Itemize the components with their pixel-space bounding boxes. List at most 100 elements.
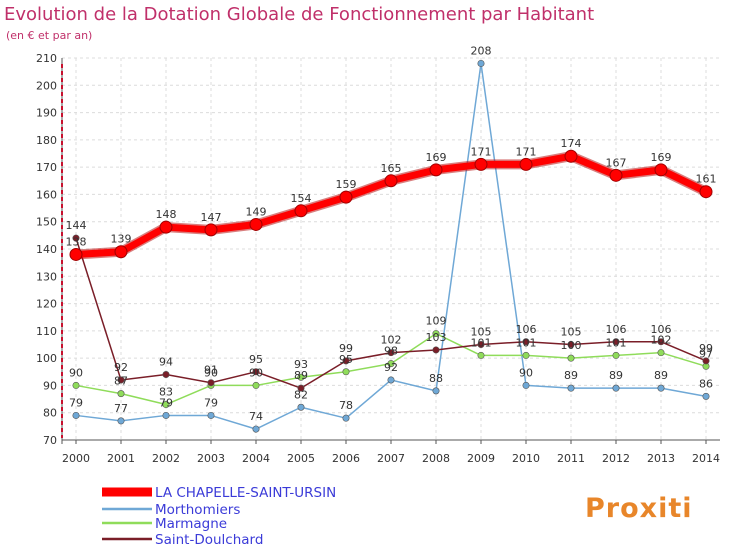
x-tick-label: 2012 <box>602 452 630 465</box>
data-label: 90 <box>204 366 218 379</box>
x-tick-label: 2007 <box>377 452 405 465</box>
data-point <box>612 384 620 392</box>
x-tick-label: 2004 <box>242 452 270 465</box>
data-label: 139 <box>111 233 132 246</box>
y-tick-label: 80 <box>43 407 57 420</box>
data-label: 105 <box>471 326 492 339</box>
data-label: 87 <box>114 375 128 388</box>
y-tick-label: 180 <box>36 134 57 147</box>
legend-label: Saint-Doulchard <box>155 532 263 548</box>
data-point <box>477 59 485 67</box>
data-label: 97 <box>699 347 713 360</box>
data-label: 208 <box>471 44 492 57</box>
data-label: 106 <box>516 323 537 336</box>
data-point <box>162 371 170 379</box>
data-point <box>114 245 128 259</box>
data-label: 86 <box>699 377 713 390</box>
data-label: 101 <box>606 336 627 349</box>
data-label: 154 <box>291 192 312 205</box>
data-label: 95 <box>249 353 263 366</box>
data-point <box>207 379 215 387</box>
data-point <box>612 351 620 359</box>
data-point <box>702 357 710 365</box>
data-label: 89 <box>654 369 668 382</box>
chart-title: Evolution de la Dotation Globale de Fonc… <box>4 4 594 25</box>
data-label: 79 <box>204 396 218 409</box>
data-point <box>657 384 665 392</box>
legend-label: Marmagne <box>155 516 227 532</box>
x-tick-label: 2013 <box>647 452 675 465</box>
data-label: 93 <box>294 358 308 371</box>
data-point <box>342 368 350 376</box>
proxiti-logo: Proxiti <box>585 493 693 524</box>
data-point <box>657 349 665 357</box>
data-label: 102 <box>381 334 402 347</box>
data-label: 109 <box>426 315 447 328</box>
data-point <box>567 354 575 362</box>
data-label: 78 <box>339 399 353 412</box>
data-point <box>477 351 485 359</box>
data-label: 90 <box>69 366 83 379</box>
x-tick-label: 2001 <box>107 452 135 465</box>
data-point <box>72 381 80 389</box>
y-tick-label: 170 <box>36 161 57 174</box>
data-label: 101 <box>516 336 537 349</box>
data-label: 95 <box>339 353 353 366</box>
legend: LA CHAPELLE-SAINT-URSINMorthomiersMarmag… <box>102 485 336 548</box>
data-label: 106 <box>606 323 627 336</box>
data-point <box>432 387 440 395</box>
data-point <box>522 338 530 346</box>
data-point <box>297 384 305 392</box>
data-point <box>522 351 530 359</box>
data-label: 171 <box>516 145 537 158</box>
data-label: 101 <box>471 336 492 349</box>
data-point <box>342 357 350 365</box>
data-label: 174 <box>561 137 582 150</box>
data-label: 91 <box>204 364 218 377</box>
data-label: 147 <box>201 211 222 224</box>
data-label: 98 <box>384 345 398 358</box>
x-tick-label: 2005 <box>287 452 315 465</box>
data-point <box>252 425 260 433</box>
data-label: 92 <box>384 361 398 374</box>
data-point <box>522 381 530 389</box>
data-point <box>567 340 575 348</box>
y-tick-label: 70 <box>43 434 57 447</box>
x-tick-label: 2006 <box>332 452 360 465</box>
axes: 7080901001101201301401501601701801902002… <box>36 52 720 465</box>
data-label: 99 <box>699 342 713 355</box>
data-point <box>387 376 395 384</box>
data-label: 102 <box>651 334 672 347</box>
y-tick-label: 120 <box>36 298 57 311</box>
data-label: 89 <box>294 369 308 382</box>
x-tick-label: 2010 <box>512 452 540 465</box>
y-tick-label: 130 <box>36 270 57 283</box>
logo-text: Proxiti <box>585 493 693 524</box>
data-point <box>657 338 665 346</box>
data-point <box>387 360 395 368</box>
data-label: 77 <box>114 402 128 415</box>
data-point <box>252 368 260 376</box>
data-label: 171 <box>471 145 492 158</box>
data-point <box>429 163 443 177</box>
chart-subtitle: (en € et par an) <box>6 29 92 42</box>
data-point <box>159 220 173 234</box>
data-point <box>162 401 170 409</box>
data-point <box>117 390 125 398</box>
x-tick-label: 2009 <box>467 452 495 465</box>
data-point <box>564 149 578 163</box>
data-label: 144 <box>66 219 87 232</box>
data-label: 100 <box>561 339 582 352</box>
data-point <box>207 411 215 419</box>
legend-label: Morthomiers <box>155 502 240 518</box>
data-label: 89 <box>564 369 578 382</box>
data-point <box>72 411 80 419</box>
data-label: 89 <box>609 369 623 382</box>
y-tick-label: 100 <box>36 352 57 365</box>
y-tick-label: 140 <box>36 243 57 256</box>
y-tick-label: 210 <box>36 52 57 65</box>
x-tick-label: 2011 <box>557 452 585 465</box>
data-label: 99 <box>339 342 353 355</box>
data-point <box>702 392 710 400</box>
